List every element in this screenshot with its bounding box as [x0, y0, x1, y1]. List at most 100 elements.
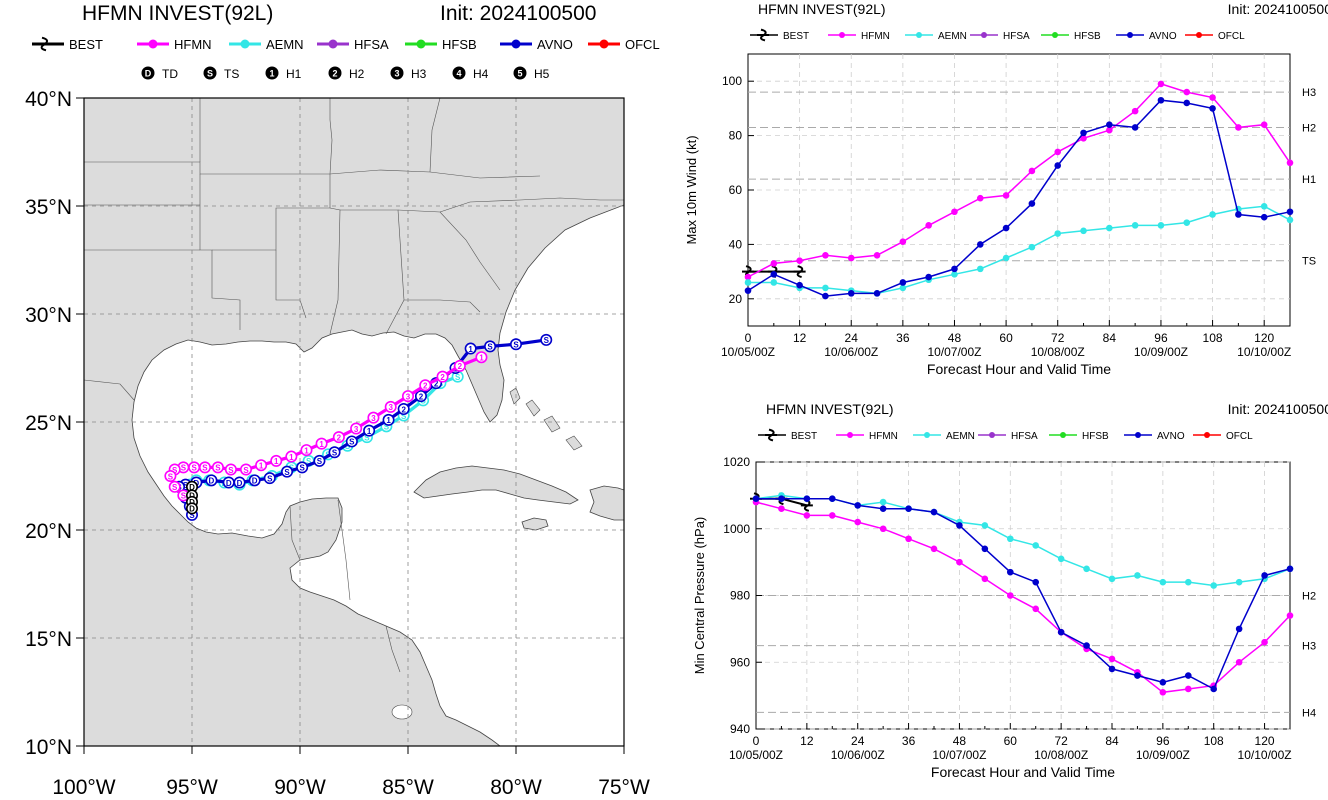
intensity-legend: D TD S TS 1 H1 2 H2 3 H3 4 H4 5 H5 [141, 66, 550, 81]
data-point-avno [1134, 672, 1141, 679]
y-tick-label: 60 [729, 183, 743, 197]
data-point-aemn [1157, 222, 1165, 229]
lake-nicaragua [391, 704, 413, 720]
x-tick-label: 72 [1054, 734, 1068, 748]
data-point-hfmn [976, 194, 984, 202]
data-point-avno [1106, 121, 1113, 129]
track-marker-avno [222, 476, 235, 489]
x-tick-label: 96 [1154, 331, 1168, 345]
legend-best-icon [765, 428, 777, 442]
date-label: 10/08/00Z [1034, 748, 1088, 762]
track-marker-avno [540, 333, 553, 346]
legend-label-best: BEST [69, 37, 103, 52]
chart-legend: BEST HFMN AEMN HFSA HFSB AVNO OFCL [758, 428, 1253, 442]
bahamas-islands [509, 387, 583, 451]
track-marker-letter: 2 [419, 392, 424, 401]
series-avno [744, 96, 1294, 300]
legend-marker-hfsb [1052, 32, 1058, 38]
data-point-avno [1184, 672, 1192, 679]
track-marker-letter: S [215, 464, 221, 473]
track-marker-letter: 1 [274, 457, 279, 466]
data-point-hfmn [1184, 685, 1192, 693]
x-tick-label: 120 [1255, 734, 1275, 748]
track-marker-letter: S [384, 423, 390, 432]
lat-label: 25°N [25, 412, 72, 435]
data-point-hfmn [1108, 655, 1116, 663]
legend-marker-aemn [916, 32, 922, 38]
track-marker-hfmn [419, 379, 432, 392]
data-point-avno [899, 279, 907, 286]
x-tick-label: 0 [753, 734, 760, 748]
y-axis-label: Min Central Pressure (hPa) [692, 517, 707, 675]
legend-marker-hfsa [981, 32, 987, 38]
x-tick-label: 0 [745, 331, 752, 345]
data-point-aemn [1080, 227, 1087, 235]
data-point-avno [1209, 105, 1216, 112]
data-point-aemn [1106, 224, 1113, 232]
track-marker-letter: S [544, 336, 550, 345]
data-point-hfmn [1106, 126, 1113, 134]
lat-label: 15°N [25, 628, 72, 651]
data-point-hfmn [1235, 658, 1243, 666]
legend-label-ofcl: OFCL [1218, 31, 1245, 42]
track-marker-hfmn [436, 370, 449, 383]
track-marker-letter: S [243, 466, 249, 475]
intensity-symbol-h2 [328, 66, 342, 80]
data-point-avno [744, 287, 752, 294]
data-point-avno [1286, 565, 1294, 573]
intensity-label-h4: H4 [473, 67, 489, 81]
data-point-avno [1286, 208, 1294, 216]
data-point-hfmn [1080, 135, 1087, 142]
track-marker-hfmn [350, 422, 363, 435]
legend-label-hfsa: HFSA [1011, 431, 1038, 442]
chart-title: HFMN INVEST(92L) [766, 401, 894, 417]
data-point-avno [905, 505, 912, 513]
data-point-avno [981, 545, 989, 553]
legend-best-icon [37, 36, 51, 52]
y-tick-label: 960 [730, 655, 750, 669]
intensity-symbol-letter: D [145, 69, 152, 79]
track-marker-letter: 1 [319, 440, 324, 449]
x-axis-label: Forecast Hour and Valid Time [931, 764, 1115, 780]
data-point-aemn [1054, 230, 1062, 237]
axes: 20 40 60 80 100 0 12 24 36 48 60 72 84 96 108 120 10/05/… [684, 74, 1291, 377]
data-point-avno [1006, 568, 1014, 576]
date-label: 10/05/00Z [729, 748, 783, 762]
x-tick-label: 24 [845, 331, 859, 345]
intensity-symbol-h4 [452, 66, 466, 80]
date-label: 10/05/00Z [721, 345, 775, 359]
north-america-land [84, 98, 624, 746]
y-tick-label: 1000 [723, 522, 750, 536]
wind-chart: HFMN INVEST(92L) Init: 2024100500 BEST HFMN… [684, 1, 1328, 377]
data-point-avno [854, 502, 862, 509]
data-point-avno [778, 495, 785, 503]
x-tick-label: 60 [1004, 734, 1018, 748]
jamaica-island [521, 517, 549, 531]
track-marker-hfmn [240, 463, 253, 476]
legend-label-best: BEST [783, 31, 809, 42]
track-marker-letter: 1 [386, 416, 391, 425]
x-tick-label: 36 [902, 734, 916, 748]
intensity-label-ts: TS [224, 67, 239, 81]
data-point-hfmn [1261, 638, 1268, 646]
data-point-aemn [1131, 222, 1139, 229]
track-marker-hfmn [475, 351, 488, 364]
track-marker-letter: D [189, 483, 195, 492]
intensity-symbol-letter: 3 [394, 69, 399, 79]
legend-marker-hfsb [1060, 432, 1066, 438]
data-point-hfmn [1157, 80, 1165, 88]
data-point-aemn [1006, 535, 1014, 543]
state-borders [84, 98, 624, 673]
data-point-avno [1261, 572, 1268, 579]
series-line-hfmn [747, 83, 1291, 278]
x-tick-label: 24 [851, 734, 865, 748]
track-marker-hfmn [255, 459, 268, 472]
legend-label-hfsa: HFSA [1003, 31, 1030, 42]
track-marker-letter: S [317, 457, 323, 466]
legend-marker-hfsb [416, 39, 426, 49]
data-point-avno [1108, 665, 1116, 673]
data-point-aemn [1108, 575, 1116, 583]
data-point-aemn [1002, 254, 1010, 262]
lat-label: 20°N [25, 520, 72, 543]
x-tick-label: 72 [1051, 331, 1065, 345]
